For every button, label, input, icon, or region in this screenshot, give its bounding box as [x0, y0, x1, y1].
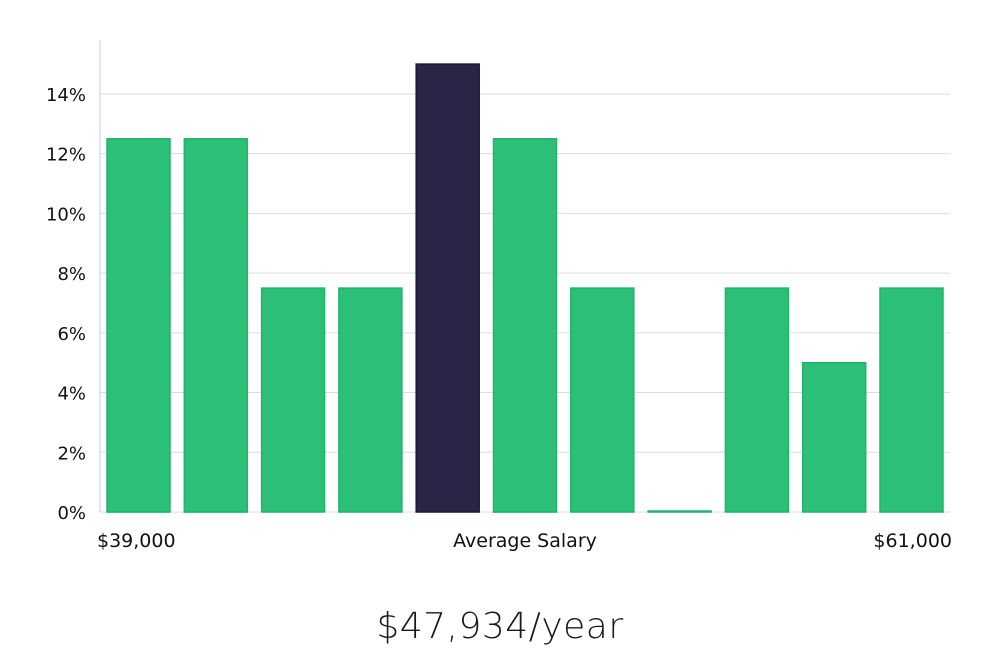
y-tick-labels: 0% 2% 4% 6% 8% 10% 12% 14% [46, 85, 86, 524]
bar-3 [260, 287, 326, 513]
y-tick-label-12: 12% [46, 145, 86, 166]
bar-7 [570, 287, 635, 513]
salary-histogram-chart: 0% 2% 4% 6% 8% 10% 12% 14% $39,000 Average Sala… [46, 40, 952, 552]
bar-10 [801, 361, 867, 513]
y-tick-label-2: 2% [57, 443, 86, 464]
x-label-average-salary: Average Salary [453, 530, 597, 552]
y-tick-label-10: 10% [46, 204, 86, 225]
bar-9 [724, 287, 790, 513]
bar-4 [338, 287, 403, 513]
bar-2 [183, 138, 249, 513]
bars [106, 63, 944, 513]
bar-6 [492, 138, 558, 513]
average-salary-value: $47,934/year [376, 606, 624, 647]
x-label-min-salary: $39,000 [97, 530, 176, 552]
x-label-max-salary: $61,000 [873, 530, 952, 552]
y-tick-label-6: 6% [57, 324, 86, 345]
y-tick-label-0: 0% [57, 503, 86, 524]
bar-11 [879, 287, 944, 513]
y-tick-label-14: 14% [46, 85, 86, 106]
y-tick-label-4: 4% [57, 384, 86, 405]
bar-8 [647, 510, 712, 513]
bar-average-salary [415, 63, 480, 513]
y-tick-label-8: 8% [57, 264, 86, 285]
bar-1 [106, 138, 171, 513]
